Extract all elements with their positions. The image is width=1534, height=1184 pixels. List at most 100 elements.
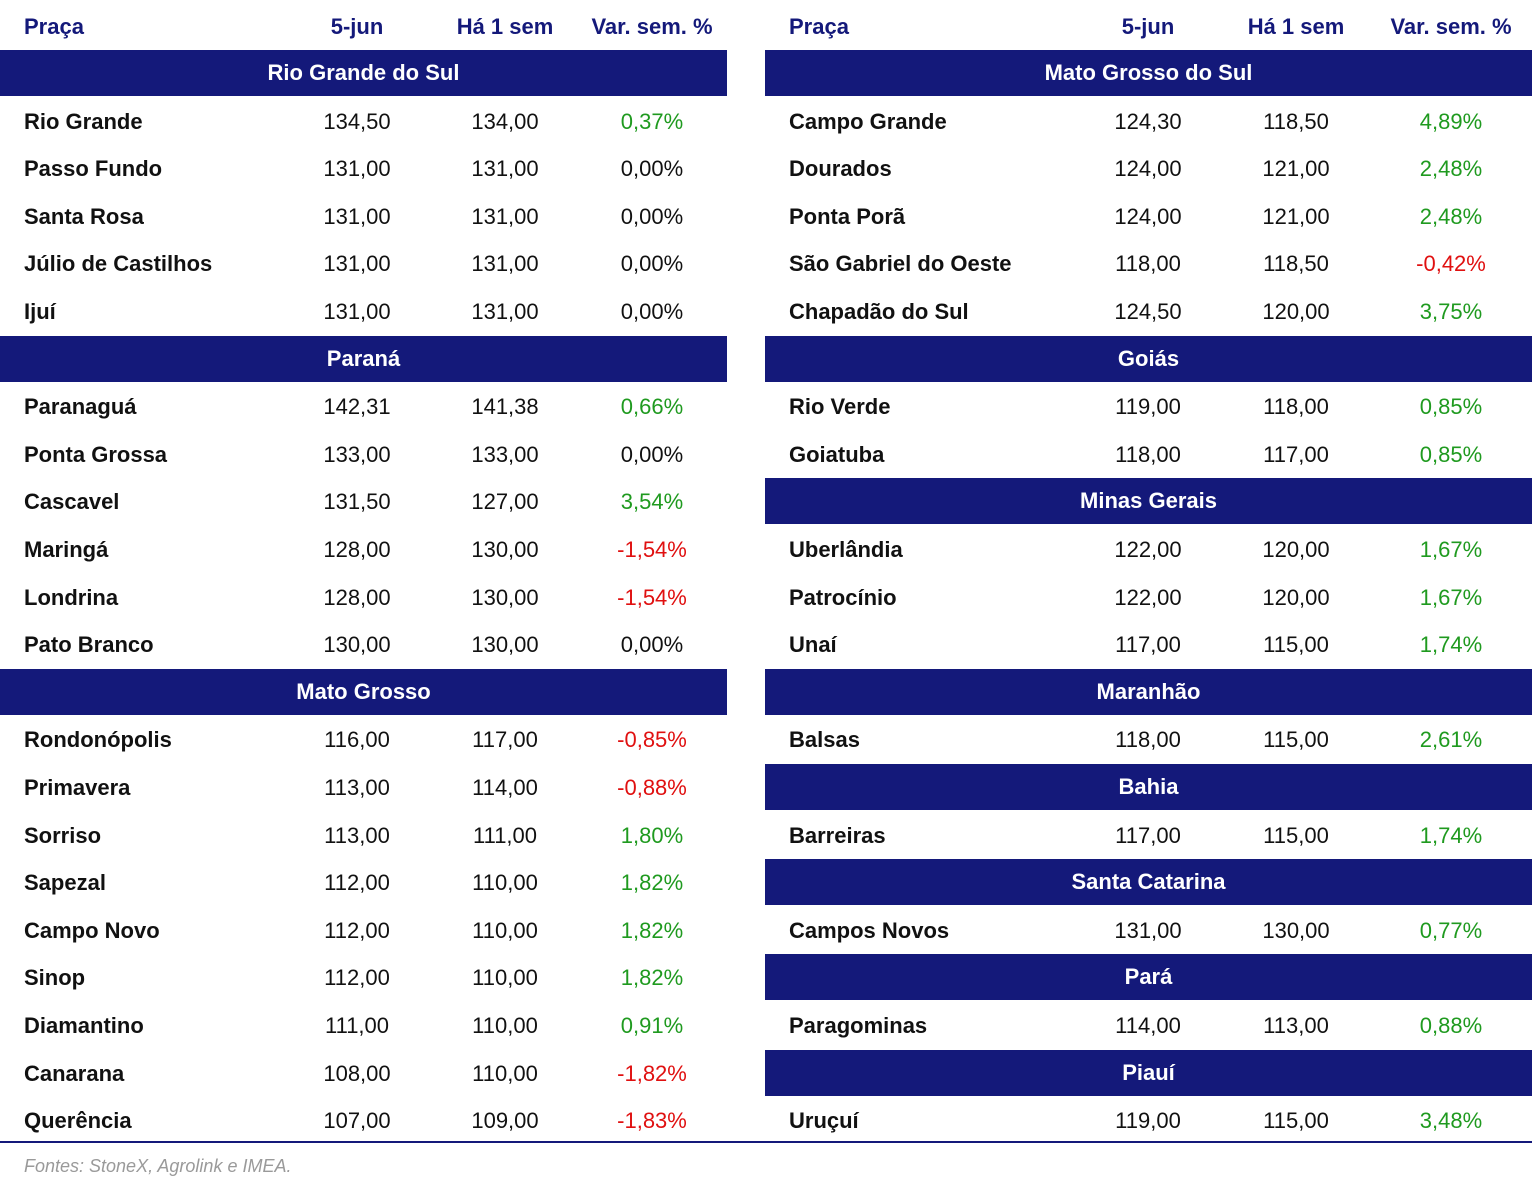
price: 141,38 (471, 394, 539, 420)
section-title: Pará (1124, 964, 1173, 990)
section-bar (765, 478, 1532, 525)
price: 131,00 (1114, 917, 1182, 943)
place-name: Patrocínio (789, 584, 897, 610)
price: 131,00 (323, 203, 391, 229)
price: 117,00 (1115, 822, 1181, 848)
price: 130,00 (323, 632, 391, 658)
price: 118,00 (1115, 251, 1181, 277)
weekly-change: 3,54% (620, 489, 684, 515)
place-name: Londrina (24, 584, 119, 610)
place-name: Campo Novo (24, 917, 160, 943)
price: 111,00 (472, 822, 538, 848)
price: 130,00 (471, 537, 539, 562)
section-bar (765, 335, 1532, 382)
section-bar (765, 764, 1532, 810)
place-name: Rondonópolis (24, 727, 172, 753)
weekly-change: 0,00% (620, 203, 684, 229)
section-bar (765, 859, 1532, 906)
place-name: Júlio de Castilhos (24, 251, 213, 277)
place-name: Ijuí (24, 299, 56, 324)
price: 115,00 (1263, 632, 1329, 658)
price: 112,00 (324, 870, 390, 896)
weekly-change: 3,48% (1419, 1108, 1483, 1134)
price: 127,00 (471, 489, 539, 515)
place-name: Santa Rosa (24, 203, 144, 229)
price: 124,50 (1114, 299, 1182, 324)
price: 112,00 (324, 917, 390, 943)
place-name: Goiatuba (789, 441, 885, 467)
weekly-change: 1,67% (1419, 584, 1483, 610)
weekly-change: -0,85% (617, 727, 687, 753)
column-header: Há 1 sem (456, 14, 554, 39)
place-name: Querência (24, 1108, 132, 1134)
price: 118,50 (1263, 251, 1329, 277)
section-bar (765, 954, 1532, 1001)
column-header: Praça (24, 14, 84, 39)
weekly-change: 0,37% (620, 108, 684, 134)
price: 131,00 (323, 156, 391, 182)
column-header: 5-jun (330, 14, 384, 39)
weekly-change: -1,54% (617, 584, 687, 610)
bottom-rule (0, 1141, 1532, 1143)
weekly-change: -0,42% (1416, 251, 1486, 277)
place-name: Uruçuí (789, 1108, 859, 1134)
price: 120,00 (1262, 537, 1330, 562)
price: 118,00 (1115, 727, 1181, 753)
price: 118,50 (1263, 108, 1329, 134)
column-header: Var. sem. % (1390, 14, 1512, 39)
section-title: Maranhão (1096, 678, 1201, 704)
place-name: Primavera (24, 775, 131, 800)
weekly-change: 0,85% (1419, 441, 1483, 467)
weekly-change: 0,77% (1419, 917, 1483, 943)
price: 118,00 (1115, 441, 1181, 467)
price: 122,00 (1114, 537, 1182, 562)
section-bar (0, 668, 727, 715)
section-title: Piauí (1122, 1059, 1175, 1085)
section-title: Paraná (326, 345, 401, 371)
weekly-change: 0,91% (620, 1013, 684, 1038)
weekly-change: 0,00% (620, 156, 684, 182)
price: 128,00 (323, 537, 391, 562)
place-name: Campo Grande (789, 108, 947, 134)
price: 124,30 (1114, 108, 1182, 134)
price: 108,00 (323, 1060, 391, 1086)
section-title: Goiás (1117, 345, 1180, 371)
place-name: Pato Branco (24, 632, 154, 658)
place-name: Paranaguá (24, 394, 137, 420)
place-name: Diamantino (24, 1013, 144, 1038)
place-name: Chapadão do Sul (789, 299, 969, 324)
section-title: Minas Gerais (1080, 488, 1217, 514)
weekly-change: -1,83% (617, 1108, 687, 1134)
weekly-change: 1,82% (620, 965, 684, 991)
place-name: Passo Fundo (24, 156, 163, 182)
price: 130,00 (471, 584, 539, 610)
price: 130,00 (1262, 917, 1330, 943)
price: 113,00 (324, 822, 390, 848)
place-name: Unaí (789, 632, 837, 658)
price: 110,00 (472, 1060, 538, 1086)
weekly-change: 0,85% (1419, 394, 1483, 420)
section-bar (765, 668, 1532, 715)
weekly-change: 2,48% (1419, 156, 1483, 182)
price: 116,00 (324, 727, 390, 753)
place-name: Barreiras (789, 822, 886, 848)
section-title: Rio Grande do Sul (267, 60, 460, 85)
place-name: Maringá (24, 537, 109, 562)
price: 130,00 (471, 632, 539, 658)
weekly-change: 0,88% (1419, 1013, 1483, 1038)
place-name: Sapezal (24, 870, 106, 896)
weekly-change: 0,00% (620, 299, 684, 324)
price: 110,00 (472, 870, 538, 896)
section-bar (0, 335, 727, 382)
weekly-change: -1,82% (617, 1060, 687, 1086)
place-name: Sinop (24, 965, 86, 991)
price: 131,00 (471, 299, 539, 324)
place-name: Canarana (24, 1060, 125, 1086)
price: 114,00 (472, 775, 538, 800)
source-note: Fontes: StoneX, Agrolink e IMEA. (24, 1156, 292, 1176)
weekly-change: 0,66% (620, 394, 684, 420)
price: 131,00 (471, 203, 539, 229)
price: 115,00 (1263, 727, 1329, 753)
price: 117,00 (472, 727, 538, 753)
